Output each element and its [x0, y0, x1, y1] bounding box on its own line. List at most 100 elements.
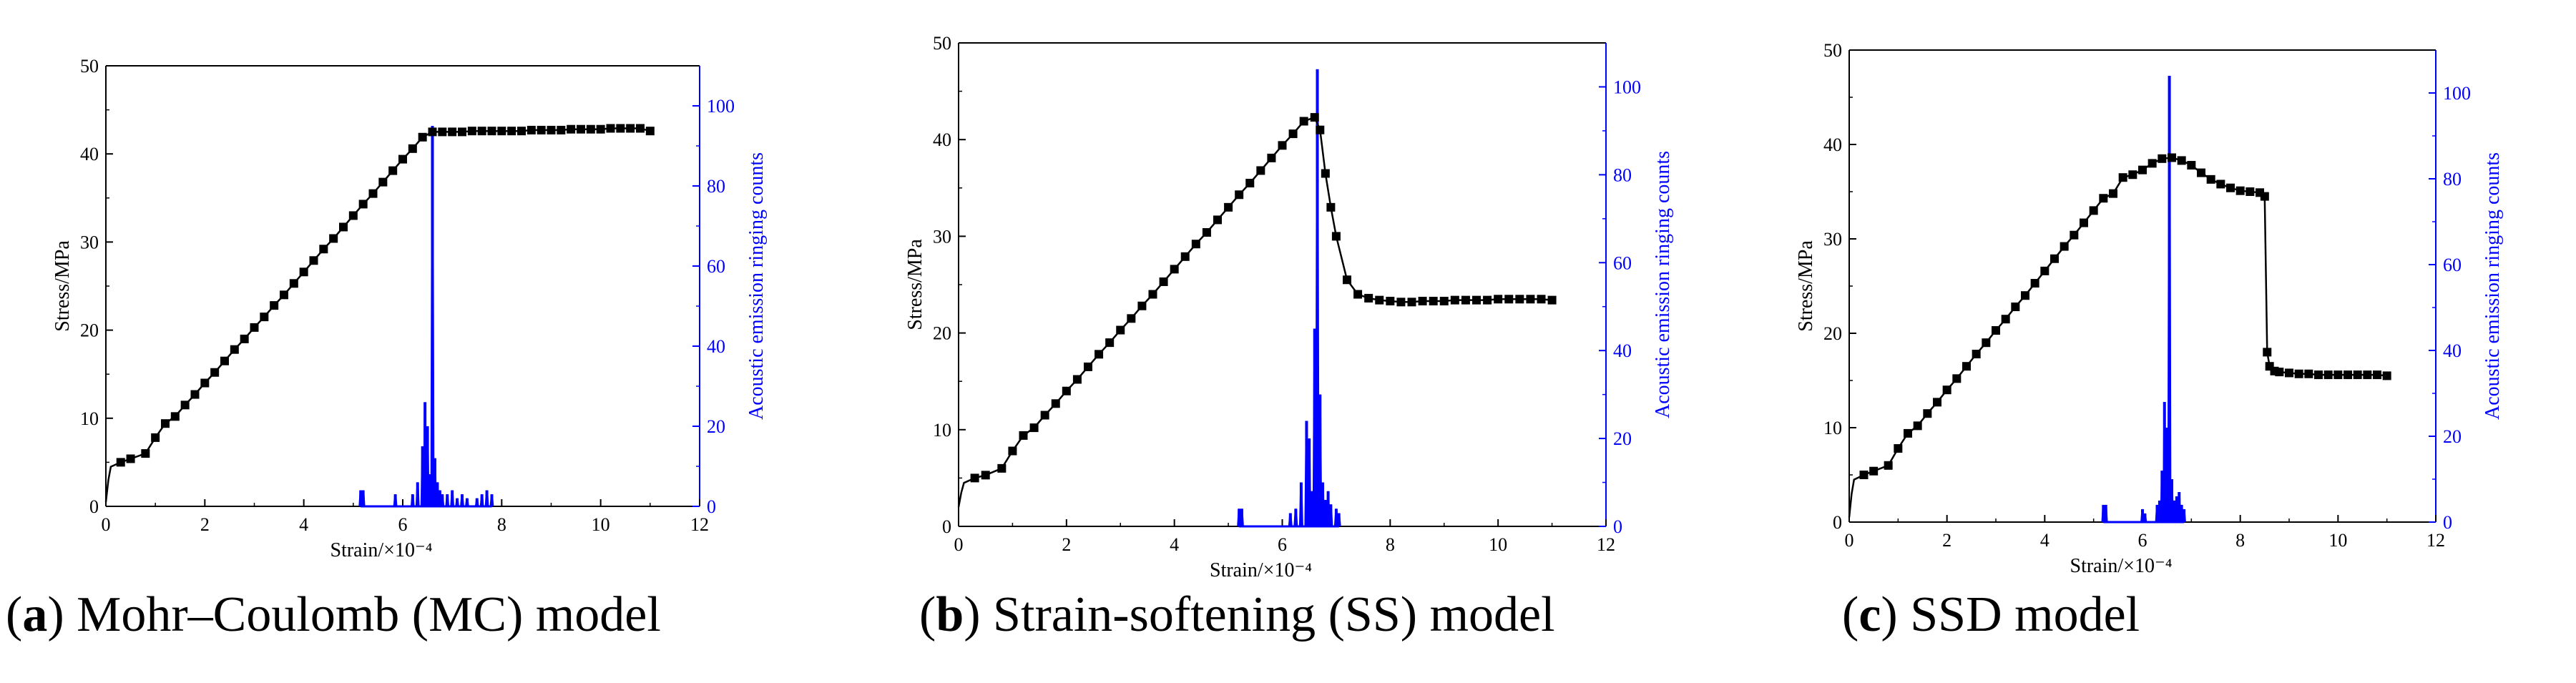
- y2-tick-label: 0: [1613, 516, 1622, 537]
- y-tick-label: 20: [80, 320, 99, 341]
- stress-point: [527, 125, 536, 134]
- stress-point: [2030, 279, 2039, 288]
- caption-b-letter: b: [936, 587, 964, 642]
- stress-point: [2226, 183, 2235, 192]
- stress-line: [104, 127, 651, 502]
- x-tick-label: 0: [102, 514, 111, 535]
- stress-point: [200, 378, 210, 388]
- stress-point: [1537, 295, 1546, 304]
- stress-point: [1933, 398, 1941, 407]
- stress-point: [997, 463, 1007, 473]
- stress-point: [557, 125, 566, 134]
- stress-point: [448, 127, 457, 137]
- stress-point: [116, 458, 125, 467]
- x-tick-label: 8: [497, 514, 506, 535]
- stress-point: [1472, 295, 1481, 305]
- stress-point: [348, 211, 358, 220]
- stress-point: [240, 334, 249, 343]
- stress-point: [1256, 166, 1265, 175]
- chart-c: 0 2 4 6 8 10 1201020304050020406080100Strain/×…: [1795, 40, 2504, 577]
- y2-tick-label: 80: [707, 176, 725, 197]
- stress-point: [1170, 265, 1179, 274]
- stress-point: [1859, 471, 1869, 479]
- stress-point: [2011, 303, 2020, 312]
- stress-point: [1884, 461, 1893, 470]
- x-tick-label: 12: [1597, 534, 1615, 555]
- y2-tick-label: 100: [2443, 83, 2471, 104]
- stress-point: [1869, 466, 1879, 476]
- x-axis-label: Strain/×10⁻⁴: [1210, 559, 1312, 581]
- stress-point: [1483, 295, 1492, 305]
- stress-point: [2323, 370, 2333, 380]
- stress-point: [547, 125, 556, 134]
- y-tick-label: 50: [1823, 40, 1842, 61]
- y-tick-label: 20: [933, 323, 951, 344]
- stress-point: [1321, 169, 1330, 178]
- stress-point: [1029, 423, 1039, 433]
- stress-point: [408, 144, 417, 153]
- x-tick-label: 12: [2426, 530, 2445, 551]
- stress-point: [190, 390, 200, 399]
- stress-point: [289, 279, 298, 288]
- stress-point: [2373, 370, 2381, 380]
- stress-point: [1062, 386, 1071, 395]
- stress-point: [577, 124, 585, 134]
- stress-point: [1051, 399, 1060, 408]
- y2-tick-label: 80: [1613, 164, 1632, 185]
- stress-point: [2050, 254, 2059, 263]
- stress-point: [428, 127, 437, 137]
- stress-point: [1396, 298, 1406, 307]
- stress-point: [1386, 296, 1395, 305]
- x-tick-label: 8: [2235, 530, 2245, 551]
- stress-point: [1504, 295, 1514, 304]
- stress-point: [2235, 186, 2245, 195]
- stress-point: [220, 356, 229, 365]
- stress-point: [210, 368, 220, 377]
- stress-point: [299, 267, 308, 277]
- chart-a: 0 2 4 6 8 10 1201020304050020406080100Strain/×…: [52, 56, 768, 561]
- stress-point: [2089, 206, 2098, 215]
- stress-point: [1439, 296, 1449, 305]
- stress-point: [1072, 375, 1082, 384]
- y2-tick-label: 20: [1613, 428, 1632, 449]
- stress-point: [1008, 446, 1017, 456]
- x-axis-label: Strain/×10⁻⁴: [2070, 555, 2173, 577]
- stress-point: [606, 124, 615, 133]
- stress-point: [1353, 290, 1363, 299]
- x-tick-label: 12: [690, 514, 709, 535]
- stress-point: [1515, 295, 1524, 304]
- stress-point: [586, 124, 595, 134]
- stress-point: [1972, 350, 1981, 359]
- stress-point: [2001, 315, 2010, 324]
- ae-ringing-series: [2101, 75, 2186, 524]
- stress-point: [477, 127, 486, 136]
- stress-point: [230, 345, 239, 354]
- x-tick-label: 2: [1062, 534, 1071, 555]
- stress-point: [2197, 168, 2205, 177]
- stress-point: [1547, 295, 1557, 305]
- y-axis-label: Stress/MPa: [52, 240, 74, 332]
- stress-point: [1148, 290, 1157, 299]
- y2-tick-label: 60: [707, 256, 725, 277]
- stress-point: [126, 454, 135, 463]
- stress-point: [2118, 173, 2127, 182]
- y2-tick-label: 40: [707, 336, 725, 357]
- stress-line: [957, 116, 1552, 508]
- stress-point: [1407, 298, 1416, 307]
- x-tick-label: 10: [1489, 534, 1507, 555]
- x-tick-label: 4: [2040, 530, 2049, 551]
- stress-point: [467, 127, 476, 136]
- caption-a-letter: a: [22, 587, 48, 642]
- y-tick-label: 0: [89, 496, 99, 517]
- stress-point: [358, 200, 368, 209]
- y2-tick-label: 100: [1613, 77, 1641, 97]
- y2-tick-label: 60: [2443, 255, 2462, 275]
- x-tick-label: 0: [1845, 530, 1854, 551]
- y2-tick-label: 20: [2443, 426, 2462, 447]
- stress-point: [1137, 301, 1147, 310]
- stress-point: [2168, 153, 2176, 162]
- stress-point: [329, 234, 338, 243]
- caption-a-text: ) Mohr–Coulomb (MC) model: [47, 587, 661, 642]
- caption-c-text: SSD model: [1910, 587, 2140, 642]
- x-tick-label: 2: [1942, 530, 1951, 551]
